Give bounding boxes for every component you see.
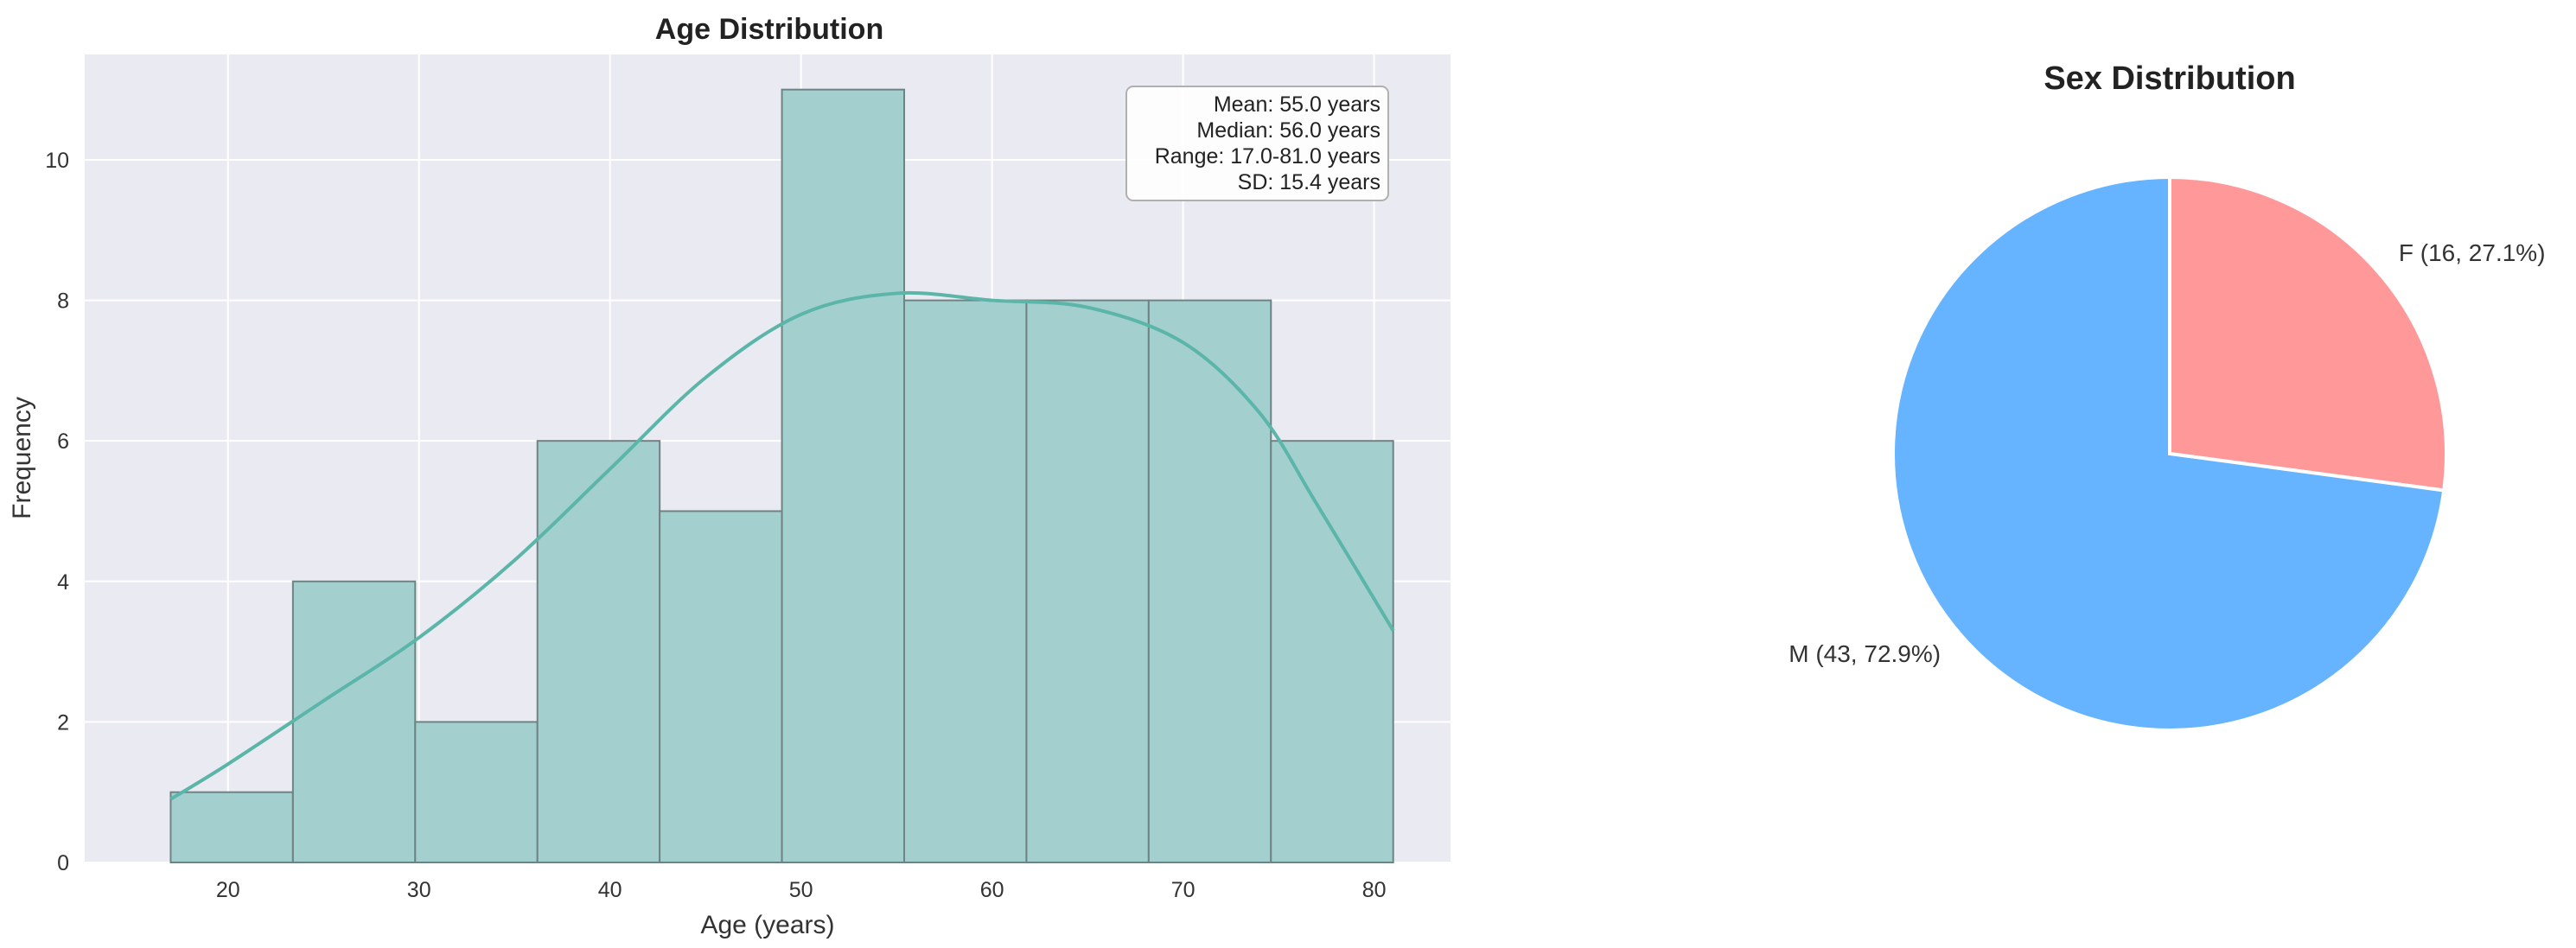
x-tick-label: 80 xyxy=(1362,878,1387,902)
y-tick-label: 6 xyxy=(57,429,69,454)
pie-slice-label: F (16, 27.1%) xyxy=(2399,239,2546,266)
histogram-bar xyxy=(536,440,661,863)
histogram-bars xyxy=(169,88,1394,864)
histogram-title: Age Distribution xyxy=(655,13,883,46)
histogram-bar xyxy=(659,510,783,863)
x-tick-label: 20 xyxy=(216,878,240,902)
histogram-bar xyxy=(291,580,417,863)
pie-slices xyxy=(1891,175,2448,732)
y-tick-label: 4 xyxy=(57,570,69,595)
x-tick-label: 70 xyxy=(1171,878,1196,902)
y-tick-label: 8 xyxy=(57,289,69,314)
y-tick-label: 10 xyxy=(45,149,69,173)
y-tick-label: 0 xyxy=(57,851,69,875)
pie-slice xyxy=(2168,175,2448,493)
histogram-x-axis-label: Age (years) xyxy=(700,911,834,939)
pie-title: Sex Distribution xyxy=(2044,60,2295,97)
histogram-stats-box: Mean: 55.0 years Median: 56.0 years Rang… xyxy=(1125,86,1389,201)
y-tick-label: 2 xyxy=(57,710,69,735)
histogram-bar xyxy=(1025,299,1150,863)
histogram-bar xyxy=(414,721,539,863)
histogram-y-axis-label: Frequency xyxy=(8,397,36,519)
pie-slice-label: M (43, 72.9%) xyxy=(1789,640,1941,667)
histogram-bar xyxy=(903,299,1028,863)
histogram-kde-curve xyxy=(169,290,1395,801)
x-tick-label: 30 xyxy=(407,878,431,902)
histogram-x-tick-labels: 20 30 40 50 60 70 80 xyxy=(216,878,1387,902)
histogram-bar xyxy=(1147,299,1272,863)
histogram-bar xyxy=(169,791,294,864)
x-tick-label: 40 xyxy=(598,878,622,902)
histogram-bar xyxy=(1270,440,1394,863)
pie-labels: F (16, 27.1%) M (43, 72.9%) xyxy=(1789,239,2545,667)
stats-sd: SD: 15.4 years xyxy=(1238,170,1380,194)
x-tick-label: 50 xyxy=(789,878,813,902)
stats-range: Range: 17.0-81.0 years xyxy=(1155,144,1380,169)
stats-mean: Mean: 55.0 years xyxy=(1214,92,1380,117)
histogram-y-tick-labels: 0 2 4 6 8 10 xyxy=(45,149,69,875)
stats-median: Median: 56.0 years xyxy=(1196,118,1380,143)
pie-slice xyxy=(1891,175,2446,732)
x-tick-label: 60 xyxy=(980,878,1004,902)
histogram-bar xyxy=(781,88,905,864)
